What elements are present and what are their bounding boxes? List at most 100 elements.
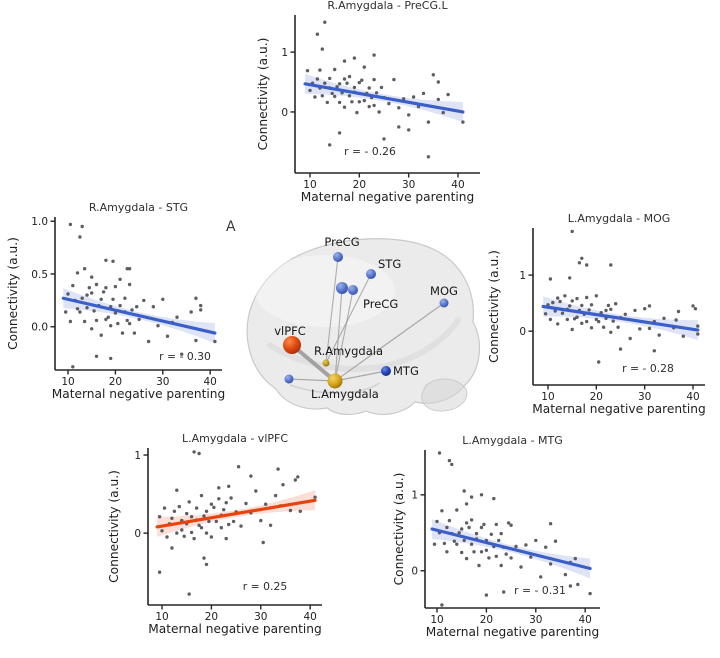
chart-r-amygdala-precg-l: 10 20 30 40 0 1 R.Amygdala - PreCG.L Maternal n… bbox=[255, 0, 490, 205]
node-vlpfc bbox=[283, 336, 301, 354]
scatter-plot-top: 10 20 30 40 0 1 R.Amygdala - PreCG.L Maternal n… bbox=[256, 0, 480, 204]
tick-labels: 10 20 30 40 0 1 bbox=[134, 450, 317, 623]
tick-labels: 10 20 30 40 0 1 bbox=[411, 490, 592, 626]
edge-r_amyg-precg_top bbox=[325, 256, 339, 364]
scatter-plot-bottom-left: 10 20 30 40 0 1 L.Amygdala - vlPFC Maternal neg… bbox=[107, 432, 322, 636]
svg-text:30: 30 bbox=[529, 614, 542, 626]
svg-text:40: 40 bbox=[578, 614, 591, 626]
svg-text:30: 30 bbox=[156, 376, 169, 388]
y-axis-label: Connectivity (a.u.) bbox=[6, 237, 20, 350]
region-nodes bbox=[283, 252, 449, 389]
tick-marks bbox=[420, 494, 586, 613]
svg-text:0: 0 bbox=[519, 326, 526, 338]
regression-line bbox=[155, 498, 317, 529]
svg-text:40: 40 bbox=[203, 376, 216, 388]
node-r_amyg bbox=[322, 359, 330, 367]
regression-line bbox=[541, 304, 700, 332]
y-axis-label: Connectivity (a.u.) bbox=[392, 473, 406, 586]
edge-l_amyg-front_blue bbox=[288, 378, 336, 382]
svg-text:20: 20 bbox=[353, 179, 366, 191]
node-mtg bbox=[381, 366, 391, 376]
scatter-plot-right: 10 20 30 40 0 1 L.Amygdala - MOG Maternal negat… bbox=[487, 212, 706, 416]
axes-spines bbox=[54, 217, 222, 371]
x-axis-label: Maternal negative parenting bbox=[532, 402, 705, 416]
edge-l_amyg-vlpfc bbox=[290, 343, 337, 383]
svg-text:20: 20 bbox=[109, 376, 122, 388]
svg-text:20: 20 bbox=[205, 611, 218, 623]
x-axis-label: Maternal negative parenting bbox=[301, 190, 474, 204]
y-axis-label: Connectivity (a.u.) bbox=[107, 470, 121, 583]
node-l_amyg bbox=[327, 373, 343, 389]
node-stg bbox=[366, 269, 376, 279]
svg-text:1.0: 1.0 bbox=[31, 216, 48, 228]
label-precg_mid_b: PreCG bbox=[363, 297, 398, 311]
label-stg: STG bbox=[378, 257, 401, 271]
chart-title: R.Amygdala - PreCG.L bbox=[327, 0, 448, 12]
label-r_amyg: R.Amygdala bbox=[314, 344, 383, 358]
svg-text:30: 30 bbox=[638, 391, 651, 403]
tick-marks bbox=[143, 454, 311, 610]
node-precg_mid_a bbox=[336, 282, 348, 294]
svg-text:20: 20 bbox=[590, 391, 603, 403]
svg-text:0: 0 bbox=[411, 566, 418, 578]
axes-spines bbox=[532, 228, 705, 386]
label-precg_top: PreCG bbox=[324, 235, 359, 249]
node-precg_mid_b bbox=[348, 285, 358, 295]
tick-labels: 10 20 30 40 0 1 bbox=[281, 47, 464, 191]
x-axis-label: Maternal negative parenting bbox=[426, 625, 599, 639]
region-labels: PreCG STG PreCG MOG vlPFC R.Amygdala L.Amygdal… bbox=[274, 235, 458, 401]
label-mog: MOG bbox=[430, 284, 458, 298]
chart-title: L.Amygdala - MOG bbox=[568, 212, 671, 225]
label-l_amyg: L.Amygdala bbox=[311, 387, 379, 401]
y-axis-label: Connectivity (a.u.) bbox=[487, 250, 501, 363]
brain-svg: PreCG STG PreCG MOG vlPFC R.Amygdala L.Amygdal… bbox=[246, 235, 480, 415]
axes-spines bbox=[294, 15, 480, 174]
svg-text:10: 10 bbox=[430, 614, 443, 626]
svg-text:10: 10 bbox=[303, 179, 316, 191]
tick-marks bbox=[290, 51, 459, 178]
panel-label: A bbox=[226, 219, 237, 235]
chart-r-amygdala-stg: 10 20 30 40 0.0 0.5 1.0 R.Amygdala - STG Materna… bbox=[2, 195, 240, 417]
label-mtg: MTG bbox=[393, 364, 419, 378]
y-axis-label: Connectivity (a.u.) bbox=[256, 38, 270, 151]
correlation-label: r = - 0.30 bbox=[159, 350, 211, 363]
node-front_blue bbox=[284, 374, 294, 384]
svg-text:1: 1 bbox=[281, 47, 288, 59]
edge-l_amyg-precg_mid_a bbox=[334, 287, 343, 382]
edge-l_amyg-mtg bbox=[334, 370, 387, 382]
svg-text:1: 1 bbox=[411, 490, 418, 502]
scatter-points bbox=[64, 222, 217, 369]
scatter-plot-bottom-right: 10 20 30 40 0 1 L.Amygdala - MTG Maternal negat… bbox=[392, 434, 600, 639]
svg-text:1: 1 bbox=[134, 450, 141, 462]
tick-marks bbox=[50, 220, 211, 375]
chart-l-amygdala-mog: 10 20 30 40 0 1 L.Amygdala - MOG Maternal negat… bbox=[480, 195, 720, 425]
x-axis-label: Maternal negative parenting bbox=[52, 387, 225, 401]
node-precg_top bbox=[333, 252, 343, 262]
tick-marks bbox=[528, 274, 694, 390]
regression-line bbox=[430, 527, 592, 571]
chart-l-amygdala-mtg: 10 20 30 40 0 1 L.Amygdala - MTG Maternal negat… bbox=[390, 425, 635, 658]
correlation-label: r = - 0.31 bbox=[514, 584, 566, 597]
correlation-label: r = - 0.28 bbox=[622, 362, 674, 375]
brain-silhouette bbox=[246, 238, 480, 415]
svg-text:10: 10 bbox=[61, 376, 74, 388]
edge-l_amyg-mog bbox=[334, 302, 445, 382]
svg-text:40: 40 bbox=[451, 179, 464, 191]
tick-labels: 10 20 30 40 0.0 0.5 1.0 bbox=[31, 216, 217, 388]
axes-spines bbox=[147, 448, 322, 606]
regression-line bbox=[61, 296, 217, 335]
edge-r_amyg-stg bbox=[325, 273, 372, 364]
scatter-points bbox=[157, 450, 317, 596]
chart-l-amygdala-vlpfc: 10 20 30 40 0 1 L.Amygdala - vlPFC Maternal neg… bbox=[100, 425, 345, 658]
svg-text:30: 30 bbox=[254, 611, 267, 623]
svg-text:0.0: 0.0 bbox=[31, 322, 48, 334]
svg-text:40: 40 bbox=[303, 611, 316, 623]
svg-text:40: 40 bbox=[686, 391, 699, 403]
tick-labels: 10 20 30 40 0 1 bbox=[519, 270, 699, 403]
svg-text:30: 30 bbox=[402, 179, 415, 191]
svg-text:1: 1 bbox=[519, 270, 526, 282]
svg-text:0: 0 bbox=[134, 528, 141, 540]
chart-title: L.Amygdala - MTG bbox=[462, 434, 563, 447]
x-axis-label: Maternal negative parenting bbox=[148, 622, 321, 636]
